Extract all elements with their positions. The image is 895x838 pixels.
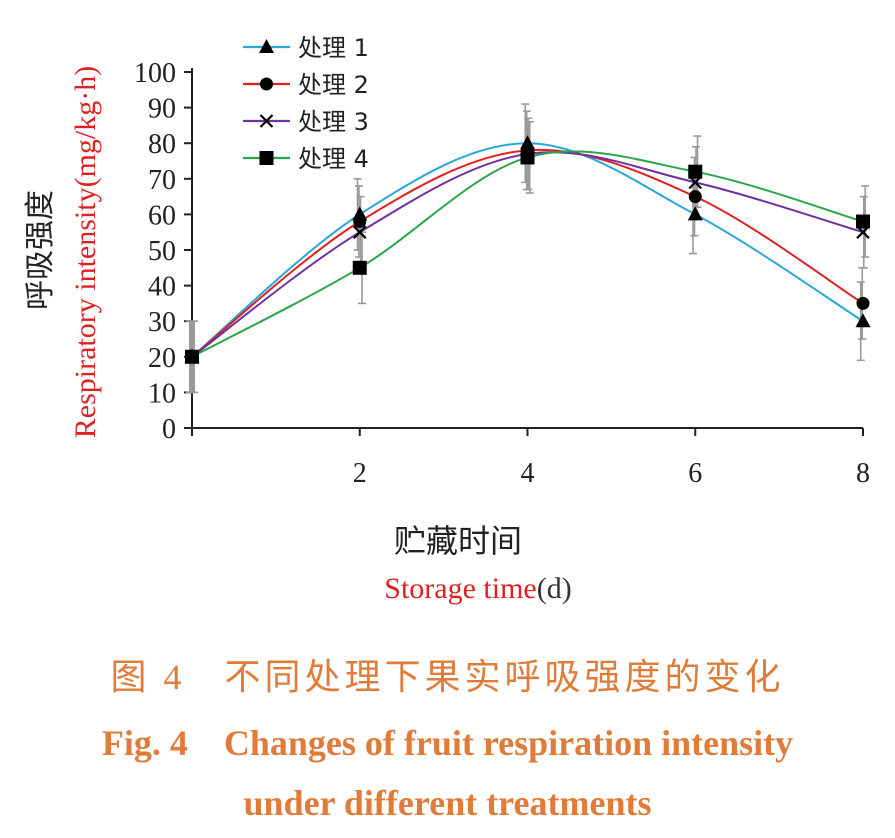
x-tick-label: 2	[353, 458, 367, 489]
data-point-triangle	[855, 313, 871, 328]
figure-caption-en-text2: under different treatments	[243, 783, 652, 823]
data-point-triangle	[687, 206, 703, 221]
chart-axes: 0 10 20 30 40 50 60 70 80 90 100 2 4 6 8	[134, 58, 870, 489]
data-point-square	[352, 260, 367, 275]
x-axis-label-cn: 贮藏时间	[394, 522, 522, 560]
legend-marker-square	[259, 151, 274, 165]
data-point-square	[185, 349, 199, 364]
figure-caption-en-line1: Fig. 4 Changes of fruit respiration inte…	[0, 722, 895, 764]
legend-label: 处理 3	[298, 108, 369, 136]
legend-marker-x-stroke	[259, 114, 274, 128]
x-axis-label-en: Storage time(d)	[384, 572, 571, 605]
legend-marker-circle	[260, 77, 273, 91]
figure-caption-en-line2: under different treatments	[0, 782, 895, 824]
chart-series	[184, 103, 871, 394]
y-tick-label: 0	[162, 414, 176, 445]
figure-caption-en-label: Fig. 4	[101, 723, 188, 763]
figure-caption-en-text1: Changes of fruit respiration intensity	[223, 723, 794, 763]
legend-label: 处理 2	[298, 71, 369, 99]
data-point-x-stroke	[352, 225, 367, 239]
y-axis-label-cn: 呼吸强度	[23, 190, 58, 310]
x-axis-label-en-unit: (d)	[537, 572, 572, 605]
x-tick-label: 6	[688, 458, 702, 489]
data-point-circle	[688, 190, 702, 204]
figure-caption-cn-text: 不同处理下果实呼吸强度的变化	[224, 657, 785, 697]
figure-caption-cn: 图 4 不同处理下果实呼吸强度的变化	[0, 648, 895, 700]
y-axis-label-en: Respiratory intensity(mg/kg·h)	[69, 66, 102, 438]
x-tick-label: 4	[521, 458, 535, 489]
y-tick-label: 20	[148, 343, 176, 374]
legend-label: 处理 1	[298, 34, 369, 62]
data-point-circle	[856, 296, 870, 310]
y-tick-label: 30	[148, 307, 176, 338]
x-tick-label: 8	[856, 458, 870, 489]
y-tick-label: 90	[148, 94, 176, 125]
y-tick-label: 80	[148, 129, 176, 160]
y-tick-label: 70	[148, 165, 176, 196]
x-axis-label-en-main: Storage time	[384, 572, 536, 605]
y-tick-label: 60	[148, 200, 176, 231]
data-point-circle	[353, 215, 367, 229]
y-tick-label: 50	[148, 236, 176, 267]
y-tick-label: 40	[148, 272, 176, 303]
y-tick-label: 100	[134, 58, 176, 89]
figure-caption-cn-label: 图 4	[110, 657, 186, 697]
legend-label: 处理 4	[298, 145, 369, 173]
data-point-square	[856, 214, 870, 229]
data-point-square	[688, 164, 703, 179]
legend-marker-x	[259, 114, 274, 128]
legend-marker-triangle	[259, 39, 274, 53]
data-point-square	[520, 150, 535, 165]
y-tick-label: 10	[148, 378, 176, 409]
chart-legend: 处理 1 处理 2 处理 3 处理 4	[243, 34, 369, 173]
data-point-x	[352, 225, 367, 239]
